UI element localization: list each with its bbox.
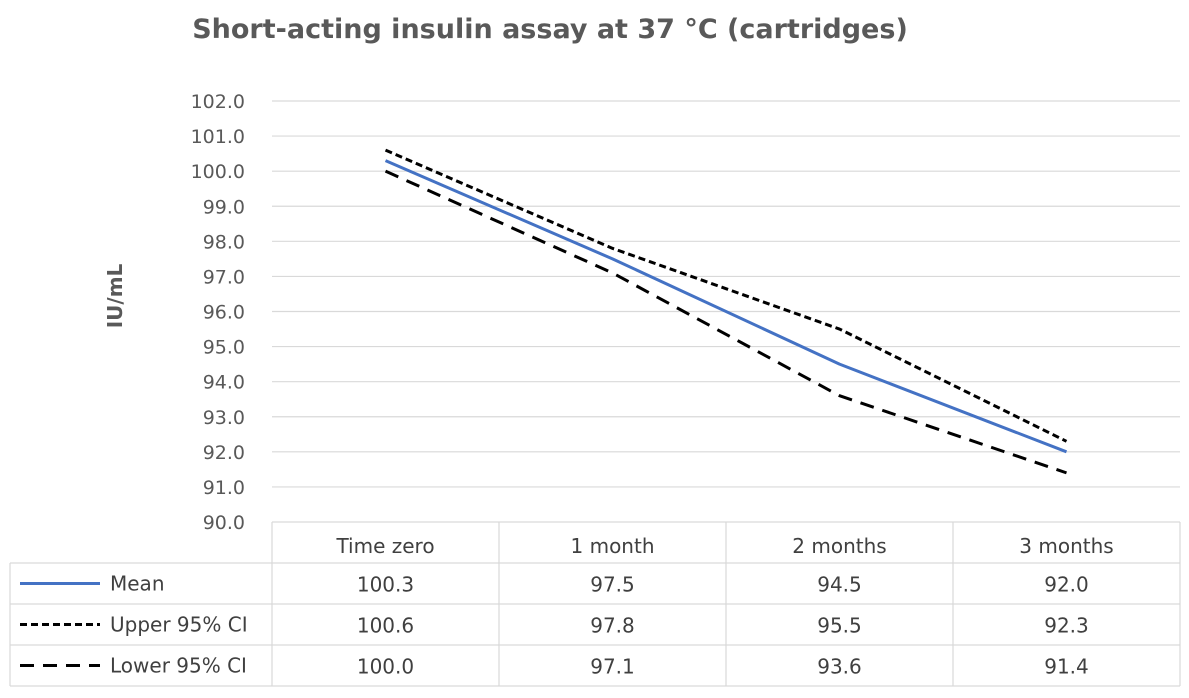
y-tick-91-0: 91.0 bbox=[203, 477, 245, 499]
legend-label-upper-95-ci: Upper 95% CI bbox=[110, 613, 248, 637]
y-tick-98-0: 98.0 bbox=[203, 231, 245, 253]
y-tick-96-0: 96.0 bbox=[203, 302, 245, 324]
y-tick-97-0: 97.0 bbox=[203, 266, 245, 288]
series-line-lower-95-ci bbox=[384, 169, 1067, 475]
y-tick-93-0: 93.0 bbox=[203, 407, 245, 429]
category-label-3-months: 3 months bbox=[1019, 534, 1113, 558]
data-value-lower-95-ci-time-zero: 100.0 bbox=[357, 655, 414, 679]
data-value-lower-95-ci-2-months: 93.6 bbox=[817, 655, 862, 679]
y-tick-100-0: 100.0 bbox=[191, 161, 245, 183]
data-table: Time zero 1 month 2 months 3 months Mean 100.… bbox=[9, 521, 1181, 687]
y-tick-90-0: 90.0 bbox=[203, 512, 245, 534]
category-label-time-zero: Time zero bbox=[335, 534, 434, 558]
data-value-upper-95-ci-2-months: 95.5 bbox=[817, 614, 862, 638]
category-label-2-months: 2 months bbox=[792, 534, 886, 558]
category-label-1-month: 1 month bbox=[571, 534, 655, 558]
data-value-mean-3-months: 92.0 bbox=[1044, 573, 1089, 597]
y-axis-ticks: 90.0 91.0 92.0 93.0 94.0 95.0 96.0 97.0 98.0 99.0… bbox=[191, 91, 245, 534]
y-tick-94-0: 94.0 bbox=[203, 372, 245, 394]
data-value-lower-95-ci-1-month: 97.1 bbox=[590, 655, 635, 679]
data-value-mean-time-zero: 100.3 bbox=[357, 573, 414, 597]
data-value-upper-95-ci-time-zero: 100.6 bbox=[357, 614, 414, 638]
chart-title: Short-acting insulin assay at 37 °C (car… bbox=[192, 14, 908, 45]
y-tick-102-0: 102.0 bbox=[191, 91, 245, 113]
y-tick-95-0: 95.0 bbox=[203, 337, 245, 359]
legend-label-mean: Mean bbox=[110, 572, 165, 596]
legend-label-lower-95-ci: Lower 95% CI bbox=[110, 654, 247, 678]
data-value-mean-2-months: 94.5 bbox=[817, 573, 862, 597]
data-value-upper-95-ci-3-months: 92.3 bbox=[1044, 614, 1089, 638]
y-tick-92-0: 92.0 bbox=[203, 442, 245, 464]
data-value-mean-1-month: 97.5 bbox=[590, 573, 635, 597]
y-axis-label: IU/mL bbox=[103, 263, 127, 328]
series-line-upper-95-ci bbox=[384, 148, 1068, 443]
y-tick-99-0: 99.0 bbox=[203, 196, 245, 218]
data-value-upper-95-ci-1-month: 97.8 bbox=[590, 614, 635, 638]
series-line-mean bbox=[384, 159, 1068, 454]
y-tick-101-0: 101.0 bbox=[191, 126, 245, 148]
data-value-lower-95-ci-3-months: 91.4 bbox=[1044, 655, 1089, 679]
series-lines bbox=[384, 148, 1068, 475]
